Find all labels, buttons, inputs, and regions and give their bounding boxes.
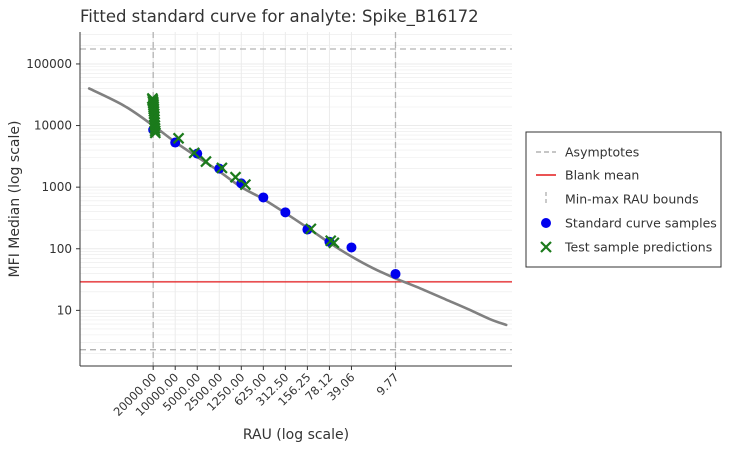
test-prediction-stroke — [216, 162, 228, 174]
legend-label-blank-mean: Blank mean — [565, 168, 639, 183]
legend-key-test-predictions — [540, 241, 552, 253]
legend-label-standard-samples: Standard curve samples — [565, 216, 717, 231]
data-points — [146, 92, 401, 279]
standard-sample-point — [346, 242, 357, 253]
test-prediction-stroke — [200, 155, 212, 168]
standard-sample-point — [258, 192, 269, 203]
legend-label-rau-bounds: Min-max RAU bounds — [565, 192, 699, 207]
y-tick-label: 100 — [49, 242, 72, 256]
test-prediction-marker — [229, 171, 242, 183]
test-prediction-stroke — [239, 178, 252, 191]
test-prediction-marker — [149, 122, 161, 135]
test-prediction-stroke — [305, 223, 317, 235]
test-prediction-stroke — [328, 237, 340, 249]
y-axis-label: MFI Median (log scale) — [7, 121, 23, 278]
test-prediction-marker — [328, 237, 340, 249]
y-tick-label: 100000 — [26, 57, 72, 71]
test-prediction-marker — [188, 147, 200, 159]
test-prediction-marker — [149, 125, 161, 137]
standard-sample-point — [390, 268, 401, 279]
test-prediction-stroke — [149, 122, 161, 135]
legend-label-test-predictions: Test sample predictions — [564, 240, 712, 255]
legend-box — [525, 131, 722, 268]
test-prediction-marker — [172, 132, 185, 145]
legend-label-asymptotes: Asymptotes — [565, 145, 639, 160]
test-prediction-marker — [216, 162, 228, 174]
y-tick-label: 10 — [57, 303, 72, 317]
test-prediction-marker — [239, 178, 252, 191]
test-prediction-marker — [305, 223, 317, 235]
reference-lines — [80, 32, 512, 366]
legend: Asymptotes Blank mean Min-max RAU bounds… — [525, 131, 722, 268]
y-tick-labels: 10 100 1000 10000 100000 — [26, 57, 80, 317]
test-prediction-stroke — [149, 127, 162, 139]
y-tick-label: 10000 — [34, 119, 72, 133]
standard-sample-point — [280, 207, 291, 218]
y-tick-label: 1000 — [41, 180, 72, 194]
chart-title: Fitted standard curve for analyte: Spike… — [80, 7, 479, 27]
standard-sample-point — [214, 163, 225, 174]
test-prediction-stroke — [188, 147, 200, 159]
test-prediction-stroke — [229, 171, 242, 183]
test-prediction-stroke — [172, 132, 185, 145]
x-axis-label: RAU (log scale) — [243, 427, 349, 443]
legend-key-standard-samples — [541, 218, 551, 228]
test-prediction-marker — [200, 155, 212, 168]
test-prediction-marker — [149, 127, 162, 139]
test-prediction-stroke — [149, 125, 161, 137]
